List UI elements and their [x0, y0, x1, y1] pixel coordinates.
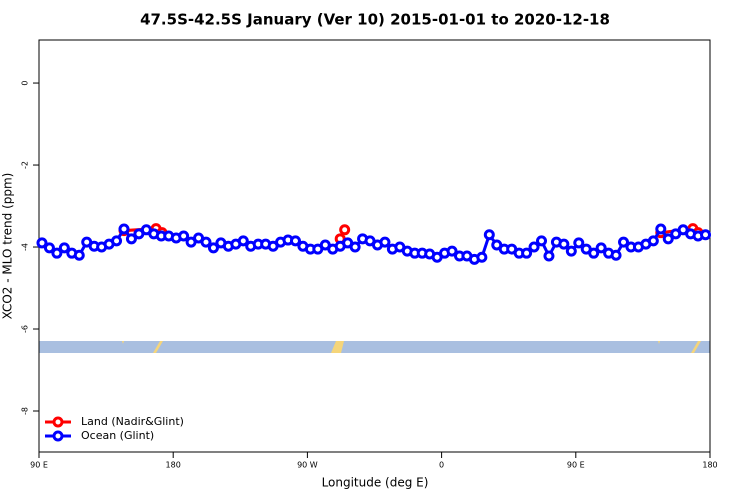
x-tick-label: 90 W: [297, 461, 318, 470]
data-point: [647, 235, 659, 247]
data-point: [655, 223, 667, 235]
y-tick-label: -4: [21, 243, 30, 251]
data-point: [349, 241, 361, 253]
data-point: [618, 236, 630, 248]
data-point: [36, 237, 48, 249]
data-point: [662, 233, 674, 245]
y-tick-label: -8: [21, 407, 30, 415]
data-point: [339, 224, 351, 236]
legend-marker: [52, 416, 64, 428]
band: [39, 341, 710, 353]
data-point: [536, 235, 548, 247]
x-tick-label: 180: [166, 461, 181, 470]
data-point: [118, 223, 130, 235]
data-point: [543, 250, 555, 262]
legend-label: Land (Nadir&Glint): [81, 415, 184, 428]
series: [36, 223, 712, 265]
data-point: [51, 247, 63, 259]
data-point: [178, 230, 190, 242]
y-axis-label: XCO2 - MLO trend (ppm): [1, 173, 15, 320]
data-point: [73, 249, 85, 261]
data-point: [207, 242, 219, 254]
series-line: [123, 227, 699, 240]
data-point: [58, 242, 70, 254]
data-point: [595, 242, 607, 254]
data-point: [565, 245, 577, 257]
x-axis-label: Longitude (deg E): [322, 476, 429, 490]
data-point: [379, 236, 391, 248]
data-point: [237, 235, 249, 247]
data-point: [558, 238, 570, 250]
legend-marker: [52, 430, 64, 442]
y-tick-label: 0: [21, 80, 30, 85]
data-point: [610, 249, 622, 261]
data-point: [700, 229, 712, 241]
data-point: [200, 236, 212, 248]
data-point: [573, 237, 585, 249]
data-point: [125, 233, 137, 245]
legend-label: Ocean (Glint): [81, 429, 154, 442]
y-tick-label: -6: [21, 325, 30, 333]
data-point: [43, 242, 55, 254]
y-tick-label: -2: [21, 161, 30, 169]
data-point: [521, 247, 533, 259]
x-tick-label: 0: [439, 461, 444, 470]
x-tick-label: 180: [702, 461, 717, 470]
data-point: [483, 229, 495, 241]
surface-band: [39, 341, 710, 353]
data-point: [289, 235, 301, 247]
x-tick-label: 90 E: [30, 461, 48, 470]
data-point: [111, 235, 123, 247]
data-point: [476, 251, 488, 263]
data-point: [446, 245, 458, 257]
data-point: [528, 241, 540, 253]
data-point: [588, 247, 600, 259]
chart-title: 47.5S-42.5S January (Ver 10) 2015-01-01 …: [140, 11, 610, 29]
x-tick-label: 90 E: [567, 461, 585, 470]
